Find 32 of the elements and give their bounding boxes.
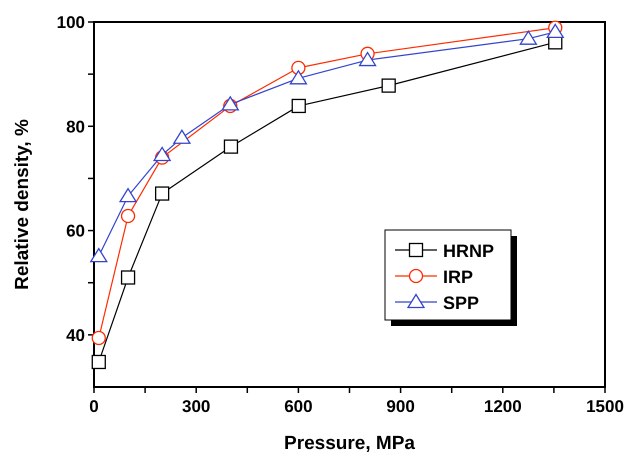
point [290,70,308,84]
point [154,186,170,201]
point [153,146,171,162]
point [120,270,136,285]
point [292,98,306,114]
point [92,330,106,346]
x-tick-label: 600 [284,397,313,416]
point [90,248,108,262]
y-tick-label: 100 [56,13,85,32]
point [92,354,106,370]
y-tick-label: 80 [66,117,85,136]
x-tick-label: 1500 [586,397,624,416]
point [546,24,564,38]
x-tick-label: 0 [89,397,99,416]
point [291,60,306,76]
point [382,78,396,93]
x-tick-label: 300 [182,397,210,416]
legend-label: SPP [443,293,480,313]
x-tick-label: 1200 [484,397,522,416]
legend-label: HRNP [443,241,494,261]
point [173,130,191,144]
point [119,188,137,202]
point [520,30,537,45]
point [224,139,238,154]
point [120,208,136,224]
x-axis-title: Pressure, MPa [284,433,416,454]
point [358,52,376,66]
y-tick-label: 40 [66,326,85,345]
y-tick-label: 60 [66,222,85,241]
legend-label: IRP [443,267,474,287]
y-axis-title: Relative density, % [12,119,33,290]
x-tick-label: 900 [386,397,415,416]
